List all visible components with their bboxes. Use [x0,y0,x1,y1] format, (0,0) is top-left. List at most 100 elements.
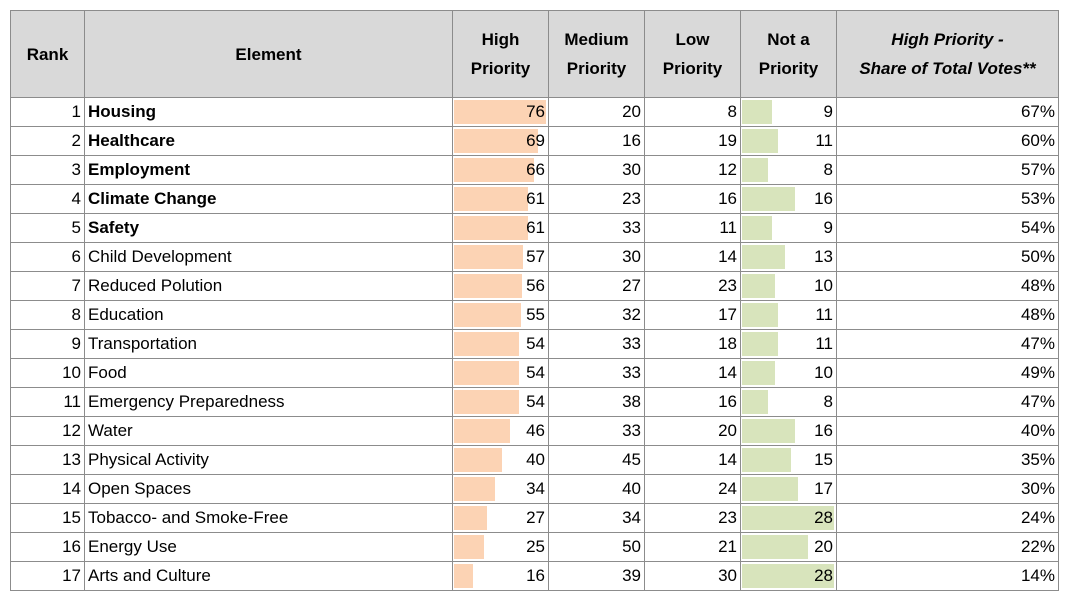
data-bar [454,535,485,559]
share-text: 67% [1020,102,1055,121]
share-text: 48% [1020,305,1055,324]
high-cell: 34 [453,475,549,504]
medium-cell: 50 [549,533,645,562]
share-cell: 54% [837,214,1059,243]
rank-cell: 4 [11,185,85,214]
not-cell: 11 [741,330,837,359]
low-text: 14 [718,247,737,266]
element-text: Arts and Culture [88,566,211,585]
element-text: Water [88,421,133,440]
low-text: 8 [727,102,737,121]
element-cell: Energy Use [85,533,453,562]
data-bar [742,564,834,588]
share-cell: 30% [837,475,1059,504]
element-cell: Education [85,301,453,330]
rank-text: 7 [71,276,81,295]
share-text: 40% [1020,421,1055,440]
not-cell: 20 [741,533,837,562]
data-bar [742,361,775,385]
high-cell: 69 [453,127,549,156]
share-text: 50% [1020,247,1055,266]
data-bar [742,448,792,472]
not-text: 28 [814,508,833,527]
share-cell: 49% [837,359,1059,388]
data-bar [454,158,534,182]
element-cell: Transportation [85,330,453,359]
medium-text: 30 [622,247,641,266]
share-cell: 57% [837,156,1059,185]
share-cell: 50% [837,243,1059,272]
not-cell: 17 [741,475,837,504]
rank-cell: 13 [11,446,85,475]
low-text: 30 [718,566,737,585]
data-bar [742,100,772,124]
rank-cell: 7 [11,272,85,301]
element-text: Housing [88,102,156,121]
not-text: 28 [814,566,833,585]
data-bar [742,419,795,443]
header-text: Priority [566,59,627,78]
medium-text: 33 [622,363,641,382]
medium-cell: 16 [549,127,645,156]
not-cell: 8 [741,156,837,185]
low-cell: 23 [645,272,741,301]
rank-text: 8 [71,305,81,324]
low-cell: 23 [645,504,741,533]
high-text: 54 [526,363,545,382]
not-cell: 16 [741,417,837,446]
data-bar [742,506,834,530]
high-text: 76 [526,102,545,121]
high-cell: 66 [453,156,549,185]
element-text: Child Development [88,247,232,266]
rank-cell: 10 [11,359,85,388]
element-cell: Emergency Preparedness [85,388,453,417]
data-bar [454,274,522,298]
not-cell: 10 [741,359,837,388]
share-text: 53% [1020,189,1055,208]
header-cell: Low Priority [645,11,741,98]
low-cell: 14 [645,446,741,475]
header-cell: Rank [11,11,85,98]
element-text: Healthcare [88,131,175,150]
element-text: Tobacco- and Smoke-Free [88,508,289,527]
header-text: Priority [758,59,819,78]
low-text: 19 [718,131,737,150]
rank-cell: 16 [11,533,85,562]
rank-text: 10 [62,363,81,382]
low-text: 23 [718,276,737,295]
low-text: 23 [718,508,737,527]
rank-text: 6 [71,247,81,266]
low-cell: 14 [645,359,741,388]
low-text: 14 [718,363,737,382]
header-cell: High Priority [453,11,549,98]
low-cell: 12 [645,156,741,185]
high-text: 56 [526,276,545,295]
low-cell: 11 [645,214,741,243]
element-cell: Reduced Polution [85,272,453,301]
header-text: Medium [564,30,629,49]
high-text: 55 [526,305,545,324]
low-cell: 19 [645,127,741,156]
data-bar [742,187,795,211]
rank-cell: 12 [11,417,85,446]
rank-cell: 2 [11,127,85,156]
element-text: Physical Activity [88,450,209,469]
header-text: Not a [767,30,810,49]
medium-text: 23 [622,189,641,208]
medium-cell: 33 [549,359,645,388]
header-text: High [481,30,520,49]
rank-cell: 11 [11,388,85,417]
not-text: 20 [814,537,833,556]
data-bar [454,332,520,356]
share-text: 47% [1020,334,1055,353]
element-text: Reduced Polution [88,276,223,295]
element-cell: Arts and Culture [85,562,453,591]
medium-cell: 40 [549,475,645,504]
data-bar [454,564,474,588]
data-bar [454,129,538,153]
not-text: 16 [814,421,833,440]
medium-text: 20 [622,102,641,121]
element-text: Food [88,363,127,382]
high-cell: 25 [453,533,549,562]
rank-cell: 1 [11,98,85,127]
